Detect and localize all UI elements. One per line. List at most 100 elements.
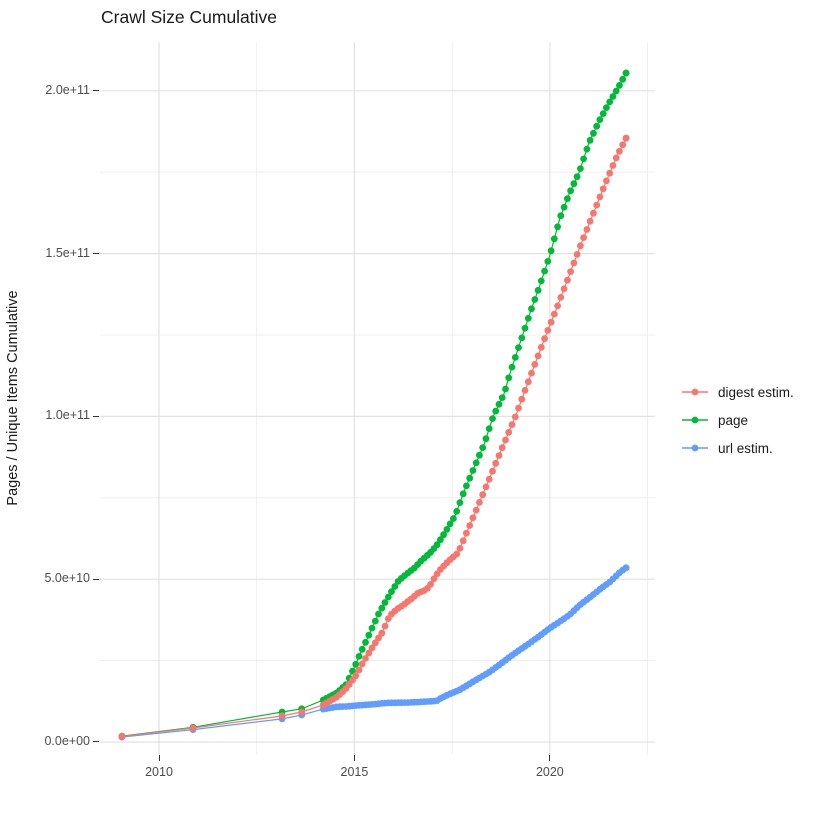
series-digest-point: [466, 522, 474, 529]
series-page-point: [531, 296, 539, 303]
series-page-point: [391, 583, 399, 590]
series-page-point: [550, 235, 558, 243]
legend-item-label: digest estim.: [718, 384, 794, 400]
series-digest-point: [476, 499, 483, 506]
y-tick-mark: [93, 253, 99, 255]
series-digest-point: [298, 708, 306, 716]
series-page-point: [371, 617, 379, 625]
series-page-point: [596, 116, 604, 123]
legend-item-label: url estim.: [718, 440, 773, 456]
series-page-point: [368, 624, 376, 632]
x-axis-tick-label: 2010: [145, 765, 173, 779]
series-digest-point: [368, 644, 376, 652]
legend-item-url: url estim.: [680, 434, 794, 462]
series-digest-point: [375, 634, 382, 642]
x-axis-tick-label: 2020: [535, 765, 564, 779]
series-page-point: [355, 653, 363, 660]
series-page-point: [489, 415, 496, 422]
series-digest-point: [531, 361, 539, 368]
series-page-point: [469, 467, 477, 474]
series-digest-point: [365, 649, 373, 657]
series-digest-point: [453, 550, 461, 558]
series-page-point: [521, 324, 529, 332]
series-page-point: [375, 610, 382, 618]
series-digest-point: [606, 169, 614, 177]
series-page-point: [463, 482, 470, 490]
series-page-point: [524, 314, 532, 322]
series-page-point: [443, 526, 451, 533]
series-page-point: [446, 520, 454, 528]
series-digest-point: [381, 622, 389, 630]
series-url-point: [622, 564, 630, 572]
series-digest-point: [498, 444, 506, 452]
series-digest-point: [430, 575, 438, 583]
series-page-point: [502, 385, 509, 393]
series-digest-point: [528, 369, 535, 377]
series-url-line: [121, 567, 627, 738]
y-axis-tick-label: 0.0e+00: [44, 733, 90, 748]
series-digest-point: [570, 259, 578, 267]
series-digest-point: [362, 655, 369, 662]
legend-point-icon: [691, 416, 699, 424]
series-digest-point: [541, 335, 548, 343]
plot-panel: [100, 42, 655, 755]
series-digest-point: [537, 343, 545, 351]
series-digest-point: [482, 483, 490, 491]
series-page-point: [564, 195, 571, 203]
series-digest-point: [590, 209, 597, 217]
series-digest-point: [427, 581, 434, 588]
series-url: [118, 564, 630, 741]
series-digest-point: [554, 302, 561, 310]
series-page-point: [492, 407, 500, 415]
series-digest-point: [564, 276, 571, 284]
series-page-point: [362, 638, 369, 646]
series-page-point: [365, 631, 373, 639]
y-tick-mark: [93, 578, 99, 580]
legend-key-url-icon: [682, 444, 708, 452]
legend-item-digest: digest estim.: [680, 378, 794, 406]
series-page-point: [560, 203, 568, 211]
series-page-point: [450, 515, 457, 522]
series-page-point: [541, 267, 548, 275]
series-page-point: [381, 599, 389, 606]
series-digest-point: [469, 514, 477, 522]
series-page-point: [606, 98, 614, 106]
series-digest-point: [371, 639, 379, 647]
series-page-point: [515, 344, 522, 351]
series-digest-point: [583, 226, 591, 233]
series-digest-point: [560, 285, 568, 293]
legend-key-page-icon: [682, 416, 708, 424]
series-page-point: [573, 173, 581, 181]
legend-point-icon: [691, 388, 699, 396]
series-page-point: [485, 425, 493, 432]
series-digest-point: [616, 147, 623, 155]
series-page-point: [453, 507, 461, 515]
series-page-point: [567, 187, 574, 195]
x-tick-mark: [549, 755, 551, 761]
series-page-point: [511, 354, 519, 361]
series-page-point: [537, 277, 545, 285]
series-digest-point: [599, 185, 607, 193]
series-digest-point: [609, 162, 617, 169]
y-axis-tick-label: 5.0e+10: [44, 571, 90, 586]
series-digest-point: [622, 134, 630, 142]
series-digest-point: [495, 452, 503, 459]
series-page-point: [534, 286, 542, 294]
series-page-point: [482, 435, 490, 443]
series-page-point: [577, 165, 584, 172]
series-digest-point: [508, 421, 516, 428]
series-page-point: [528, 305, 535, 313]
series-page-point: [583, 145, 591, 153]
legend-item-page: page: [680, 406, 794, 434]
series-page-point: [580, 155, 587, 163]
series-digest-point: [612, 154, 620, 162]
x-axis-tick-label: 2015: [340, 765, 369, 779]
series-page-point: [479, 444, 487, 451]
series-page-point: [505, 374, 513, 382]
series-digest-point: [278, 712, 286, 720]
series-digest-point: [603, 177, 610, 185]
y-axis-tick-label: 1.5e+11: [45, 245, 90, 260]
series-page-point: [352, 660, 360, 668]
series-digest-point: [547, 318, 555, 326]
